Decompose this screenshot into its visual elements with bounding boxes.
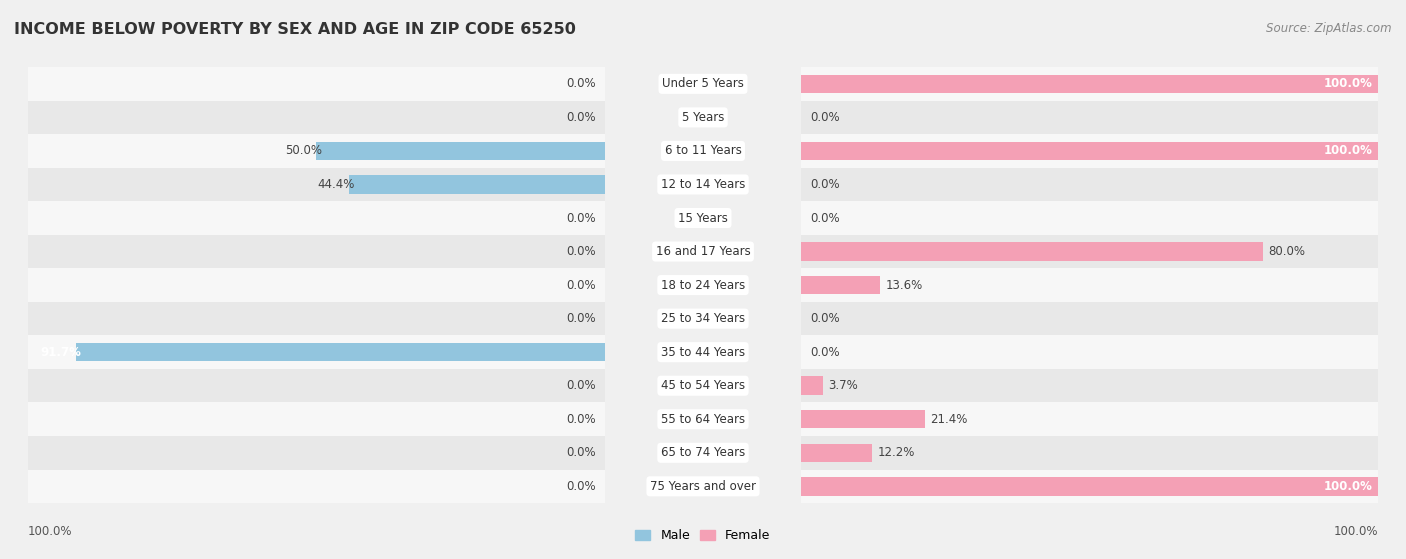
Bar (801, 377, 823, 395)
Text: 44.4%: 44.4% (316, 178, 354, 191)
Text: 100.0%: 100.0% (28, 525, 73, 538)
Text: 0.0%: 0.0% (567, 413, 596, 426)
Text: 50.0%: 50.0% (285, 144, 322, 158)
Text: 91.7%: 91.7% (41, 345, 82, 359)
Text: 75 Years and over: 75 Years and over (650, 480, 756, 493)
Text: 5 Years: 5 Years (682, 111, 724, 124)
Text: 0.0%: 0.0% (810, 211, 839, 225)
Bar (744, 268, 1378, 302)
Text: 13.6%: 13.6% (886, 278, 922, 292)
Bar (744, 134, 1378, 168)
Text: 21.4%: 21.4% (931, 413, 967, 426)
Bar (28, 470, 662, 503)
Text: 16 and 17 Years: 16 and 17 Years (655, 245, 751, 258)
Text: 100.0%: 100.0% (1333, 525, 1378, 538)
Text: 0.0%: 0.0% (567, 211, 596, 225)
Bar (28, 67, 662, 101)
Text: 0.0%: 0.0% (810, 111, 839, 124)
Text: 55 to 64 Years: 55 to 64 Years (661, 413, 745, 426)
Bar (28, 335, 662, 369)
Bar (28, 268, 662, 302)
Text: 3.7%: 3.7% (828, 379, 858, 392)
Legend: Male, Female: Male, Female (630, 524, 776, 547)
Bar (744, 335, 1378, 369)
Bar (28, 302, 662, 335)
Bar (76, 343, 605, 362)
Bar (28, 235, 662, 268)
Bar (801, 444, 872, 462)
Text: 100.0%: 100.0% (1323, 480, 1372, 493)
Text: 15 Years: 15 Years (678, 211, 728, 225)
Text: 80.0%: 80.0% (1268, 245, 1305, 258)
Bar (744, 168, 1378, 201)
Bar (801, 142, 1378, 160)
Bar (744, 369, 1378, 402)
Bar (744, 302, 1378, 335)
Text: 0.0%: 0.0% (567, 245, 596, 258)
Text: 0.0%: 0.0% (567, 379, 596, 392)
Text: 0.0%: 0.0% (567, 111, 596, 124)
Text: 12 to 14 Years: 12 to 14 Years (661, 178, 745, 191)
Text: 100.0%: 100.0% (1323, 144, 1372, 158)
Text: 45 to 54 Years: 45 to 54 Years (661, 379, 745, 392)
Bar (744, 201, 1378, 235)
Bar (744, 402, 1378, 436)
Text: 0.0%: 0.0% (810, 345, 839, 359)
Text: 0.0%: 0.0% (567, 446, 596, 459)
Bar (801, 477, 1378, 495)
Bar (801, 243, 1263, 260)
Bar (28, 402, 662, 436)
Text: 18 to 24 Years: 18 to 24 Years (661, 278, 745, 292)
Bar (28, 168, 662, 201)
Text: 65 to 74 Years: 65 to 74 Years (661, 446, 745, 459)
Bar (744, 235, 1378, 268)
Bar (349, 176, 605, 194)
Bar (28, 201, 662, 235)
Text: 0.0%: 0.0% (810, 312, 839, 325)
Text: 100.0%: 100.0% (1323, 77, 1372, 91)
Text: 0.0%: 0.0% (567, 77, 596, 91)
Bar (744, 436, 1378, 470)
Text: 35 to 44 Years: 35 to 44 Years (661, 345, 745, 359)
Text: Source: ZipAtlas.com: Source: ZipAtlas.com (1267, 22, 1392, 35)
Text: 6 to 11 Years: 6 to 11 Years (665, 144, 741, 158)
Text: 0.0%: 0.0% (810, 178, 839, 191)
Text: 0.0%: 0.0% (567, 312, 596, 325)
Bar (801, 276, 880, 295)
Bar (28, 134, 662, 168)
Text: Under 5 Years: Under 5 Years (662, 77, 744, 91)
Bar (744, 67, 1378, 101)
Bar (28, 369, 662, 402)
Bar (316, 142, 605, 160)
Bar (28, 101, 662, 134)
Bar (28, 436, 662, 470)
Text: 25 to 34 Years: 25 to 34 Years (661, 312, 745, 325)
Text: 12.2%: 12.2% (877, 446, 915, 459)
Bar (801, 75, 1378, 93)
Text: 0.0%: 0.0% (567, 278, 596, 292)
Bar (801, 410, 925, 428)
Text: 0.0%: 0.0% (567, 480, 596, 493)
Bar (744, 470, 1378, 503)
Text: INCOME BELOW POVERTY BY SEX AND AGE IN ZIP CODE 65250: INCOME BELOW POVERTY BY SEX AND AGE IN Z… (14, 22, 576, 37)
Bar (744, 101, 1378, 134)
